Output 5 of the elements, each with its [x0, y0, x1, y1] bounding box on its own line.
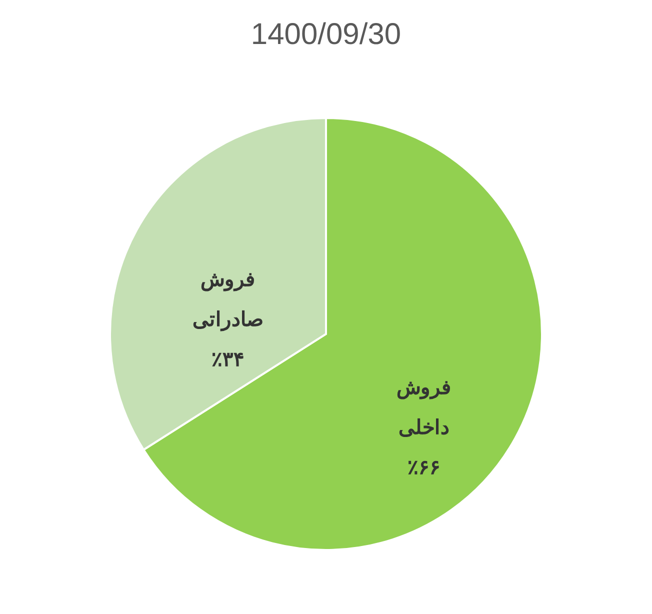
slice-label: فروش داخلی: [396, 374, 452, 439]
data-label: ٪۶۶: [408, 454, 441, 479]
slice-label: فروش صادراتی: [192, 267, 264, 332]
chart-title: 1400/09/30: [250, 18, 402, 51]
data-label: ٪۳۴: [211, 347, 244, 372]
